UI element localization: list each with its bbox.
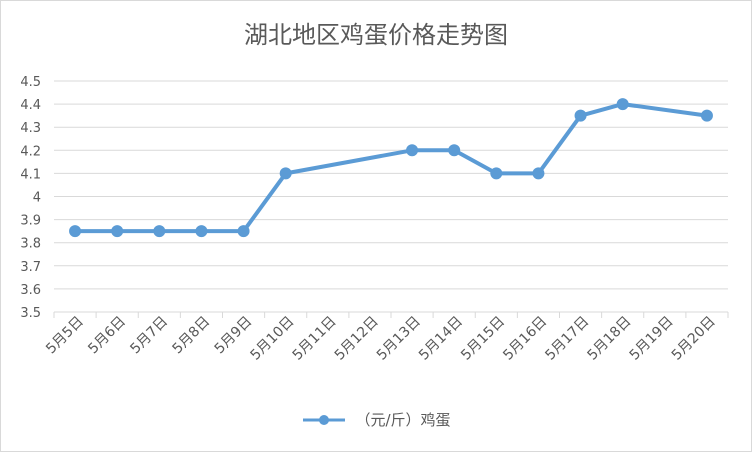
data-point xyxy=(111,225,124,238)
data-point xyxy=(574,109,587,122)
x-tick-label: 5月8日 xyxy=(170,314,214,358)
data-point xyxy=(616,98,629,111)
data-point xyxy=(532,167,545,180)
x-tick-label: 5月13日 xyxy=(374,314,424,364)
data-point xyxy=(448,144,461,157)
x-tick-label: 5月7日 xyxy=(127,314,171,358)
y-tick-label: 4.5 xyxy=(20,75,41,90)
series-line xyxy=(73,102,709,234)
x-tick-label: 5月5日 xyxy=(43,314,87,358)
data-point xyxy=(69,225,82,238)
data-point xyxy=(279,167,292,180)
y-tick-label: 3.6 xyxy=(20,283,41,298)
x-tick-label: 5月15日 xyxy=(458,314,508,364)
y-tick-label: 4.3 xyxy=(20,121,41,136)
x-tick-label: 5月18日 xyxy=(584,314,634,364)
data-point xyxy=(153,225,166,238)
data-point xyxy=(700,109,713,122)
y-tick-label: 4.4 xyxy=(20,98,41,113)
x-tick-label: 5月16日 xyxy=(500,314,550,364)
data-point xyxy=(490,167,503,180)
x-tick-label: 5月20日 xyxy=(669,314,719,364)
x-tick-label: 5月6日 xyxy=(85,314,129,358)
y-tick-label: 3.8 xyxy=(20,237,41,252)
y-tick-label: 3.9 xyxy=(20,214,41,229)
x-tick-label: 5月14日 xyxy=(416,314,466,364)
y-tick-label: 4.2 xyxy=(20,144,41,159)
y-tick-label: 4 xyxy=(33,191,41,206)
y-tick-label: 3.7 xyxy=(20,260,41,275)
y-tick-label: 4.1 xyxy=(20,167,41,182)
legend: （元/斤）鸡蛋 xyxy=(1,409,751,430)
x-tick-label: 5月11日 xyxy=(290,314,340,364)
chart-title: 湖北地区鸡蛋价格走势图 xyxy=(244,21,508,49)
legend-marker-icon xyxy=(303,414,346,425)
y-tick-label: 3.5 xyxy=(20,306,41,321)
data-point xyxy=(406,144,419,157)
x-tick-label: 5月19日 xyxy=(627,314,677,364)
data-point xyxy=(195,225,208,238)
data-point xyxy=(237,225,250,238)
legend-label: （元/斤）鸡蛋 xyxy=(355,411,451,429)
x-tick-label: 5月12日 xyxy=(332,314,382,364)
x-tick-label: 5月17日 xyxy=(542,314,592,364)
x-tick-label: 5月10日 xyxy=(247,314,297,364)
